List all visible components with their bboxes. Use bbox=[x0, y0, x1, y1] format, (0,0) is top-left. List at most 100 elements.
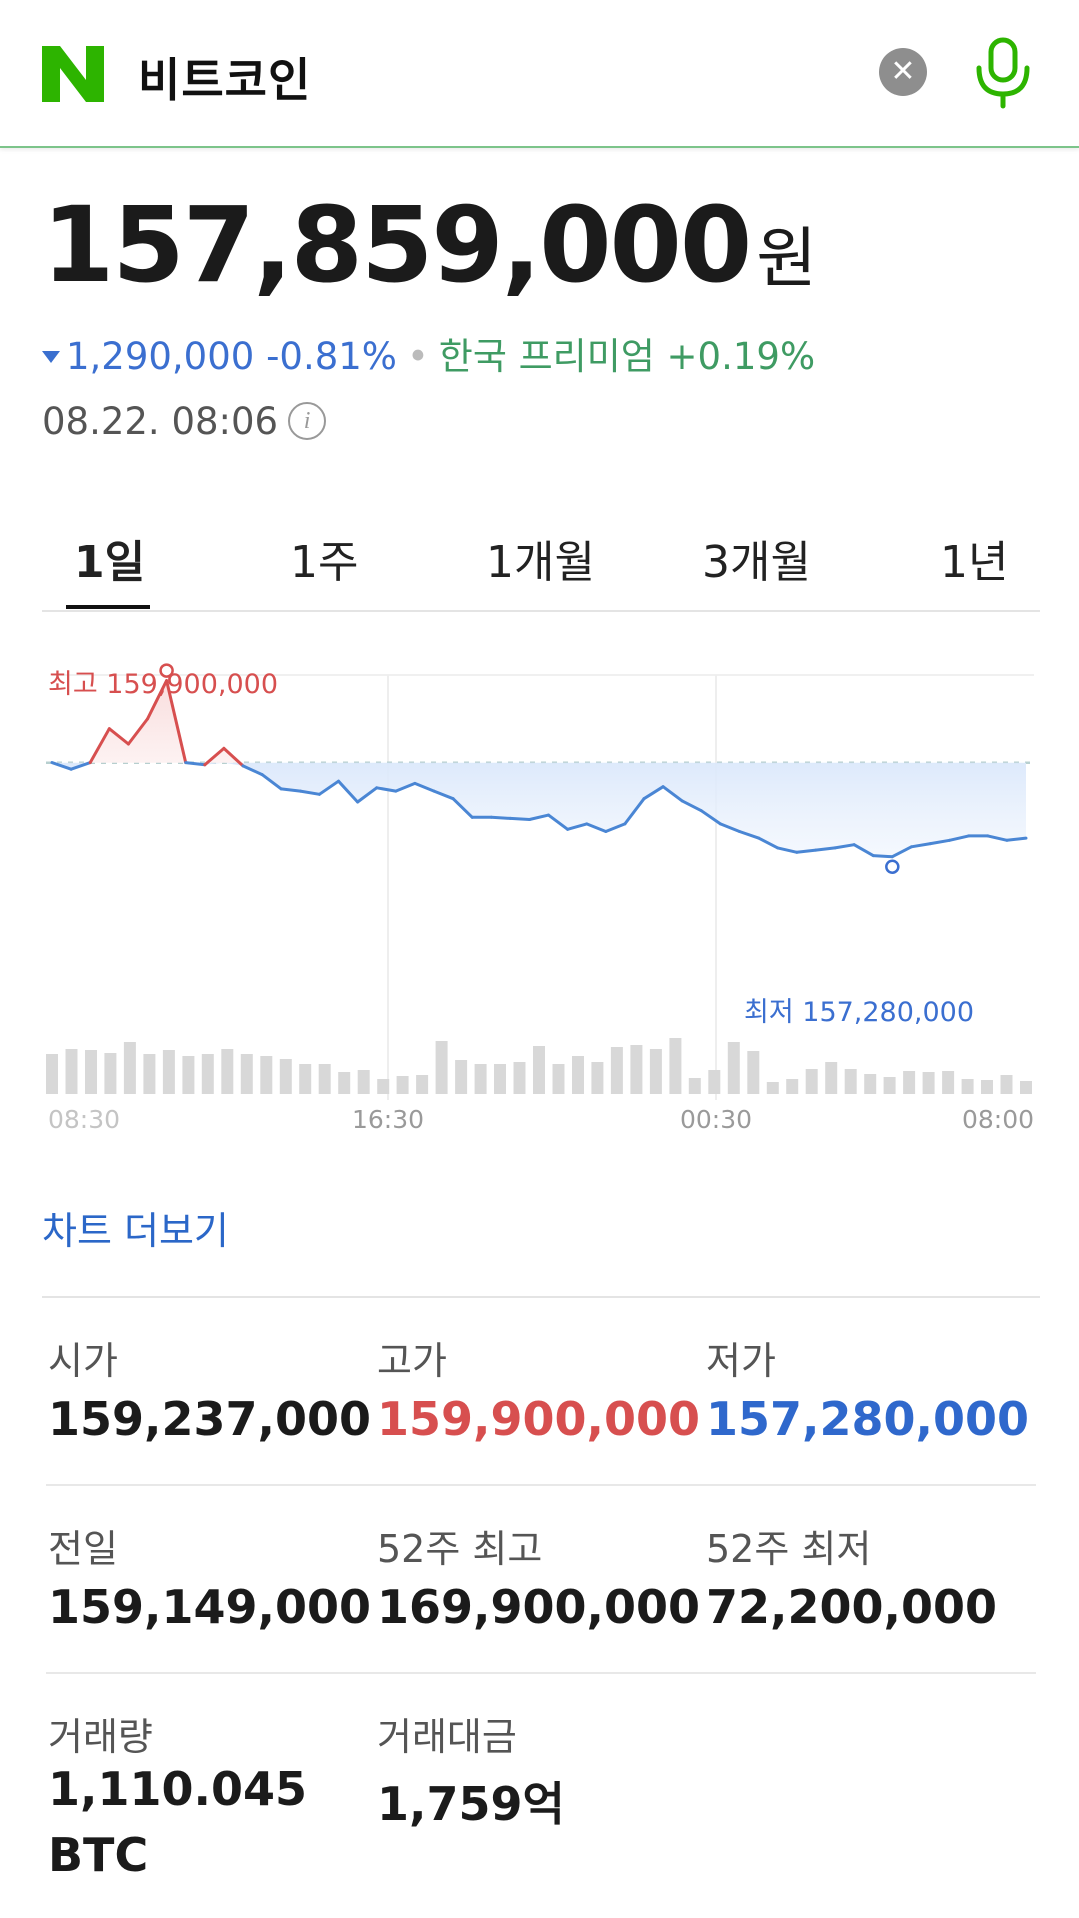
volume-bar bbox=[65, 1049, 78, 1094]
volume-bar bbox=[883, 1077, 896, 1094]
volume-bar bbox=[143, 1054, 156, 1094]
volume-bar bbox=[649, 1049, 662, 1094]
price-line-segment bbox=[107, 727, 130, 746]
volume-bar bbox=[961, 1079, 974, 1094]
volume-bar bbox=[455, 1060, 468, 1094]
price-line-segment bbox=[547, 813, 570, 831]
price-unit: 원 bbox=[756, 220, 818, 297]
volume-bar bbox=[338, 1072, 351, 1094]
x-tick-label: 08:30 bbox=[48, 1105, 120, 1134]
price-line-segment bbox=[604, 822, 627, 833]
volume-bar bbox=[552, 1064, 565, 1094]
price-line-segment bbox=[757, 836, 780, 850]
price-line-segment bbox=[814, 846, 837, 852]
volume-bar bbox=[630, 1045, 643, 1094]
tab-3-months[interactable]: 3개월 bbox=[702, 537, 811, 588]
volume-bar bbox=[591, 1062, 604, 1094]
price-line-segment bbox=[738, 830, 761, 840]
close-icon[interactable]: ✕ bbox=[879, 48, 927, 96]
volume-bar bbox=[221, 1049, 234, 1094]
volume-bar bbox=[85, 1050, 97, 1094]
price-line-segment bbox=[203, 746, 226, 767]
search-query[interactable]: 비트코인 bbox=[138, 53, 312, 107]
stat-label: 52주 최고 bbox=[377, 1527, 543, 1571]
microphone-icon[interactable] bbox=[970, 36, 1036, 110]
price-line-segment bbox=[776, 846, 799, 854]
stats-divider bbox=[42, 1296, 1040, 1298]
price-chart[interactable]: 최고 159,900,000 최저 157,280,000 08:30 16:30 00… bbox=[0, 630, 1079, 1140]
price-line-segment bbox=[528, 813, 550, 821]
down-arrow-icon bbox=[42, 350, 60, 363]
tab-1-year[interactable]: 1년 bbox=[940, 537, 1009, 588]
volume-bar bbox=[474, 1064, 487, 1094]
price-change: 1,290,000 -0.81% bbox=[66, 335, 397, 378]
tab-1-month[interactable]: 1개월 bbox=[486, 537, 595, 588]
volume-bar bbox=[572, 1056, 584, 1094]
more-chart-link[interactable]: 차트 더보기 bbox=[42, 1209, 229, 1253]
stats-row-divider bbox=[46, 1484, 1036, 1486]
volume-bar bbox=[708, 1070, 721, 1094]
price-line-segment bbox=[986, 834, 1009, 842]
period-tabs: 1일 1주 1개월 3개월 1년 bbox=[42, 510, 1040, 612]
x-tick-label: 16:30 bbox=[352, 1105, 424, 1134]
price-line-segment bbox=[356, 786, 379, 804]
price-line-segment bbox=[432, 789, 455, 801]
price-change-row: 1,290,000 -0.81% • 한국 프리미엄 +0.19% bbox=[42, 326, 815, 380]
price-line-segment bbox=[871, 854, 894, 859]
price-line-segment bbox=[165, 679, 188, 765]
stat-label: 저가 bbox=[706, 1339, 776, 1383]
volume-bar bbox=[240, 1054, 253, 1094]
volume-bar bbox=[805, 1069, 818, 1094]
volume-bar bbox=[357, 1070, 370, 1094]
price-line-segment bbox=[184, 761, 207, 767]
volume-bar bbox=[727, 1042, 740, 1094]
price-line-segment bbox=[126, 717, 149, 746]
search-header: 비트코인 ✕ bbox=[0, 0, 1079, 148]
quote-timestamp: 08.22. 08:06 i bbox=[42, 400, 327, 443]
price-line-segment bbox=[260, 773, 283, 791]
volume-bar bbox=[669, 1038, 682, 1094]
price-line-segment bbox=[489, 815, 512, 820]
above-close-area bbox=[52, 680, 1026, 763]
stats-row-divider bbox=[46, 1672, 1036, 1674]
volume-bar bbox=[922, 1072, 935, 1094]
x-tick-label: 08:00 bbox=[962, 1105, 1034, 1134]
volume-bar bbox=[610, 1047, 623, 1094]
price-line-segment bbox=[642, 785, 665, 801]
stat-value: 1,110.045 BTC bbox=[48, 1762, 307, 1882]
high-point-marker bbox=[159, 663, 174, 678]
korea-premium: 한국 프리미엄 +0.19% bbox=[438, 335, 816, 378]
volume-bar bbox=[123, 1042, 136, 1094]
volume-bar bbox=[46, 1054, 58, 1094]
naver-logo-icon[interactable] bbox=[40, 44, 106, 104]
volume-bar bbox=[318, 1064, 331, 1094]
volume-bar bbox=[513, 1062, 526, 1094]
tab-1-day[interactable]: 1일 bbox=[74, 537, 146, 588]
stat-label: 전일 bbox=[48, 1527, 118, 1571]
volume-bar bbox=[1000, 1075, 1013, 1094]
volume-bar bbox=[416, 1075, 429, 1094]
price-line-segment bbox=[852, 843, 875, 858]
price-line-segment bbox=[909, 842, 932, 849]
stat-value: 157,280,000 bbox=[706, 1392, 1030, 1446]
price-line-segment bbox=[699, 809, 722, 826]
tab-1-week[interactable]: 1주 bbox=[290, 537, 359, 588]
volume-bar bbox=[903, 1071, 916, 1094]
volume-bar bbox=[844, 1069, 857, 1094]
volume-bar bbox=[688, 1078, 701, 1094]
info-icon[interactable]: i bbox=[288, 401, 327, 440]
price-line-segment bbox=[680, 799, 703, 813]
volume-bar bbox=[435, 1041, 448, 1094]
low-point-marker bbox=[885, 859, 900, 874]
price-line-segment bbox=[890, 845, 913, 859]
price-line-segment bbox=[50, 761, 73, 771]
price-line-segment bbox=[88, 727, 111, 765]
price-line-segment bbox=[337, 779, 360, 804]
volume-bar bbox=[377, 1079, 390, 1094]
current-price: 157,859,000원 bbox=[42, 184, 817, 306]
stat-label: 거래량 bbox=[48, 1715, 153, 1759]
price-line-segment bbox=[795, 848, 818, 854]
price-value: 157,859,000 bbox=[42, 184, 752, 306]
stat-value: 159,900,000 bbox=[377, 1392, 701, 1446]
price-line-segment bbox=[375, 786, 398, 793]
